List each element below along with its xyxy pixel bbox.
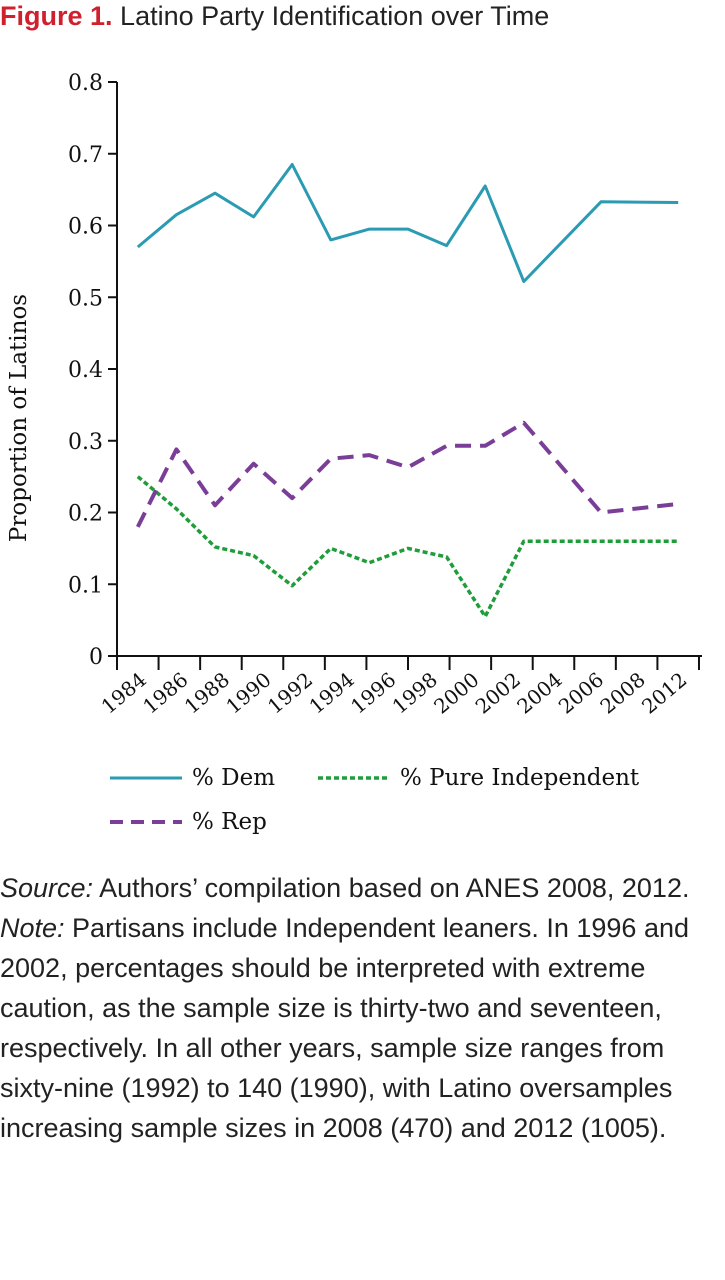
y-tick-label: 0.6 [68, 215, 103, 240]
figure-title-text: Latino Party Identification over Time [120, 1, 550, 31]
note-label: Note: [0, 913, 65, 943]
legend: % Dem % Pure Independent % Rep [110, 758, 710, 848]
legend-label-independent: % Pure Independent [400, 765, 640, 791]
y-tick-label: 0.1 [68, 573, 103, 598]
legend-item-rep: % Rep [110, 802, 267, 842]
y-tick-label: 0.8 [68, 71, 103, 96]
figure-label: Figure 1. [0, 1, 113, 31]
series-line-independent [136, 475, 679, 619]
line-chart: 00.10.20.30.40.50.60.70.8 19841986198819… [6, 71, 702, 719]
x-tick-label: 2002 [471, 667, 525, 718]
y-tick-label: 0.7 [68, 143, 103, 168]
figure-title: Figure 1. Latino Party Identification ov… [0, 0, 549, 32]
y-tick-label: 0 [89, 645, 103, 670]
series-layer [136, 163, 679, 619]
x-tick-label: 2000 [429, 667, 483, 718]
source-note: Source: Authors’ compilation based on AN… [0, 868, 725, 908]
y-tick-label: 0.2 [68, 502, 103, 527]
y-axis-ticks: 0 0.1 0.2 0.3 0.4 0.5 0.6 0.7 0.8 [68, 71, 117, 670]
legend-item-independent: % Pure Independent [318, 758, 639, 798]
x-tick-label: 1990 [221, 667, 275, 718]
x-tick-label: 2004 [512, 667, 566, 718]
x-tick-label: 1984 [97, 667, 151, 718]
legend-label-dem: % Dem [192, 765, 276, 791]
series-line-rep [136, 420, 679, 528]
x-tick-label: 1996 [346, 667, 400, 718]
y-axis-title: Proportion of Latinos [6, 294, 32, 542]
legend-swatch-rep [110, 820, 182, 824]
legend-label-rep: % Rep [192, 809, 267, 835]
source-text: Authors’ compilation based on ANES 2008,… [93, 873, 690, 903]
x-tick-label: 1988 [180, 667, 234, 718]
y-tick-label: 0.5 [68, 286, 103, 311]
note-paragraph: Note: Partisans include Independent lean… [0, 908, 725, 1148]
x-tick-label: 1994 [304, 667, 358, 718]
legend-swatch-independent [318, 776, 390, 780]
x-tick-label: 1992 [263, 667, 317, 718]
legend-item-dem: % Dem [110, 758, 275, 798]
y-tick-label: 0.3 [68, 430, 103, 455]
x-tick-label: 2008 [595, 667, 649, 718]
note-text: Partisans include Independent leaners. I… [0, 913, 690, 1143]
y-tick-label: 0.4 [68, 358, 103, 383]
x-tick-label: 1998 [388, 667, 442, 718]
x-tick-label: 2006 [554, 667, 608, 718]
series-line-dem [136, 163, 679, 283]
x-tick-label: 1986 [138, 667, 192, 718]
source-label: Source: [0, 873, 94, 903]
figure-notes: Source: Authors’ compilation based on AN… [0, 868, 725, 1148]
legend-swatch-dem [110, 776, 182, 780]
x-tick-label: 2012 [637, 667, 691, 718]
x-axis-ticks: 1984198619881990199219941996199820002002… [97, 656, 700, 719]
